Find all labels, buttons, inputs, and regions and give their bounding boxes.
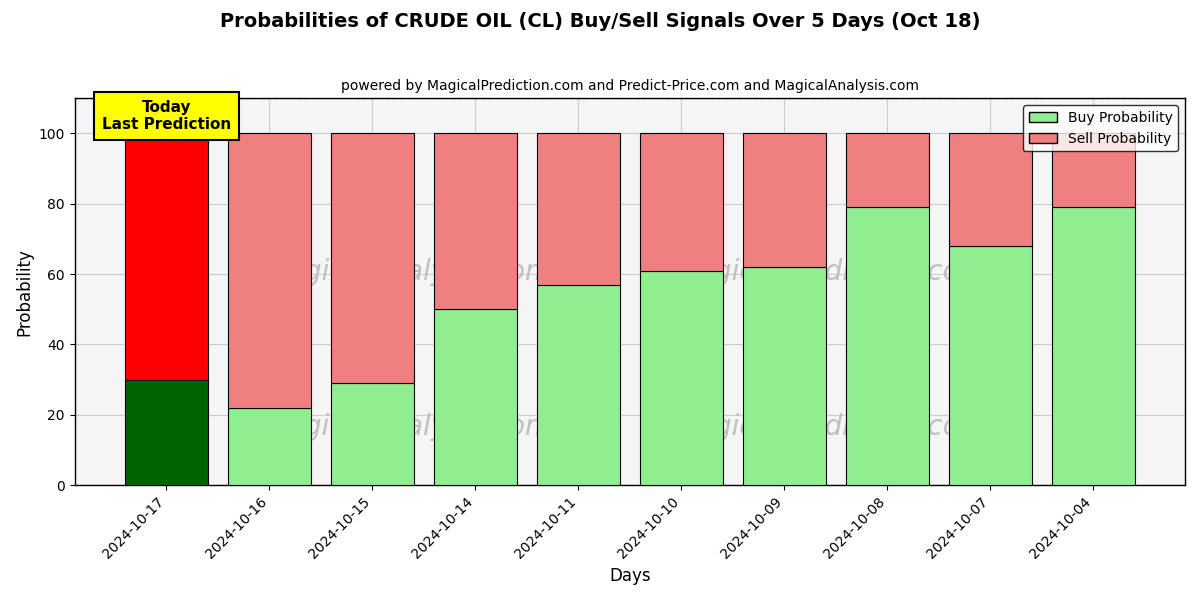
Text: MagicalAnalysis.com: MagicalAnalysis.com	[263, 413, 552, 441]
Bar	[640, 133, 722, 271]
Bar	[228, 408, 311, 485]
Legend: Buy Probability, Sell Probability: Buy Probability, Sell Probability	[1024, 105, 1178, 151]
Bar	[538, 133, 619, 285]
Bar	[434, 310, 516, 485]
Bar	[640, 271, 722, 485]
Bar	[1052, 133, 1134, 208]
Text: Today
Last Prediction: Today Last Prediction	[102, 100, 230, 132]
Bar	[125, 133, 208, 380]
Text: MagicalPrediction.com: MagicalPrediction.com	[673, 259, 986, 286]
Bar	[538, 285, 619, 485]
Bar	[743, 267, 826, 485]
Bar	[743, 133, 826, 267]
Bar	[1052, 208, 1134, 485]
Bar	[125, 380, 208, 485]
Y-axis label: Probability: Probability	[16, 248, 34, 335]
Bar	[846, 208, 929, 485]
Bar	[949, 133, 1032, 246]
X-axis label: Days: Days	[610, 567, 650, 585]
Bar	[949, 246, 1032, 485]
Bar	[846, 133, 929, 208]
Bar	[331, 383, 414, 485]
Text: MagicalAnalysis.com: MagicalAnalysis.com	[263, 259, 552, 286]
Title: powered by MagicalPrediction.com and Predict-Price.com and MagicalAnalysis.com: powered by MagicalPrediction.com and Pre…	[341, 79, 919, 93]
Text: MagicalPrediction.com: MagicalPrediction.com	[673, 413, 986, 441]
Bar	[331, 133, 414, 383]
Text: Probabilities of CRUDE OIL (CL) Buy/Sell Signals Over 5 Days (Oct 18): Probabilities of CRUDE OIL (CL) Buy/Sell…	[220, 12, 980, 31]
Bar	[228, 133, 311, 408]
Bar	[434, 133, 516, 310]
